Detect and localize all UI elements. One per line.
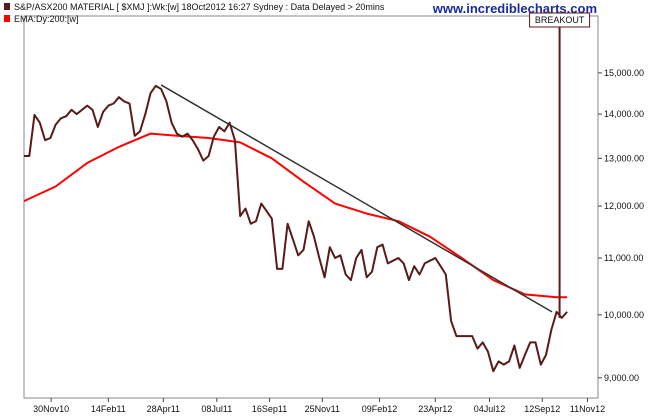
y-tick-label: 11,000.00 — [604, 253, 643, 263]
x-tick-label: 25Nov11 — [305, 404, 340, 414]
breakout-annotation: BREAKOUT — [529, 12, 591, 318]
plot-frame — [23, 15, 599, 399]
x-tick-label: 09Feb12 — [362, 404, 398, 414]
x-tick-label: 11Nov12 — [570, 404, 605, 414]
price-line — [24, 84, 568, 373]
x-tick-label: 12Sep12 — [524, 404, 560, 414]
x-tick-label: 16Sep11 — [252, 404, 287, 414]
x-tick-label: 14Feb11 — [91, 404, 126, 414]
series-layer — [23, 84, 568, 373]
legend-swatch-ema — [4, 15, 10, 22]
breakout-label-box — [529, 12, 591, 28]
ema-line — [23, 132, 568, 299]
x-tick-label: 08Jul11 — [201, 404, 232, 414]
breakout-label: BREAKOUT — [535, 15, 585, 25]
legend-swatch-price — [4, 3, 10, 10]
y-tick-label: 15,000.00 — [604, 68, 644, 78]
legend-ema-label: EMA:Dy:200:[w] — [14, 14, 79, 24]
site-label: www.incrediblecharts.com — [432, 1, 597, 16]
x-tick-label: 04Jul12 — [474, 404, 506, 414]
y-axis: 9,000.00 10,000.00 11,000.00 12,000.00 13,00… — [598, 68, 644, 383]
trendline — [160, 84, 553, 313]
y-tick-label: 12,000.00 — [604, 201, 644, 211]
x-axis: 30Nov10 14Feb11 28Apr11 08Jul11 16Sep11 25Nov… — [33, 398, 605, 414]
y-tick-label: 10,000.00 — [604, 310, 644, 320]
y-tick-label: 13,000.00 — [604, 153, 644, 163]
legend-price-label: S&P/ASX200 MATERIAL [ $XMJ ]:Wk:[w] 18Oc… — [14, 2, 385, 12]
x-tick-label: 30Nov10 — [33, 404, 69, 414]
y-tick-label: 9,000.00 — [604, 373, 639, 383]
y-tick-label: 14,000.00 — [604, 109, 644, 119]
x-tick-label: 28Apr11 — [147, 404, 180, 414]
legend: S&P/ASX200 MATERIAL [ $XMJ ]:Wk:[w] 18Oc… — [4, 2, 385, 24]
x-tick-label: 23Apr12 — [418, 404, 452, 414]
